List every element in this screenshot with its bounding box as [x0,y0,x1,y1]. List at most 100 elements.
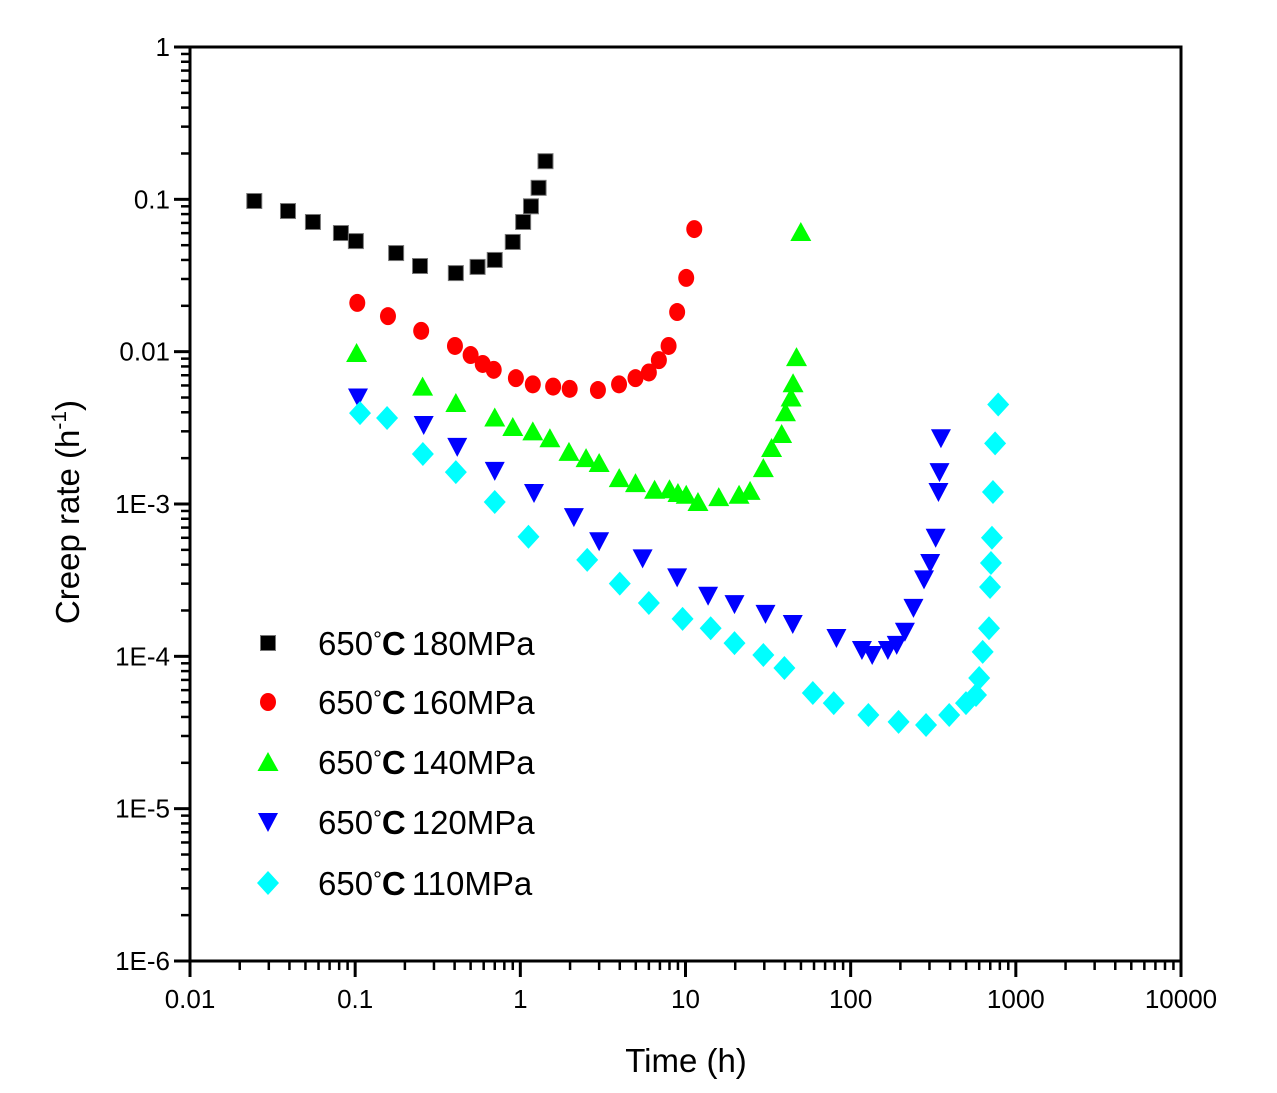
data-point [447,265,464,282]
data-point [914,570,935,590]
data-point [708,487,730,507]
series-120mpa [347,388,951,666]
data-point [349,401,372,426]
legend-degree: ° [373,746,382,771]
data-point [545,377,562,396]
x-tick-label: 10000 [1145,984,1217,1014]
data-point [675,484,697,504]
data-point [979,575,1002,600]
series-180mpa [246,153,554,282]
y-tick-label: 1E-6 [115,946,170,976]
x-axis-ticks [188,47,1183,977]
y-tick-label: 1E-5 [115,794,170,824]
legend-temp: 650 [318,625,373,662]
y-axis-tick-labels: 1 0.1 0.01 1E-3 1E-4 1E-5 1E-6 [115,32,170,976]
legend-item: 650°C 160MPa [260,684,535,721]
y-tick-label: 1E-3 [115,489,170,519]
data-point [279,203,296,220]
data-point [669,303,686,322]
data-point [644,479,666,499]
data-point [347,388,368,408]
y-axis-ticks [174,45,190,963]
y-tick-label: 0.01 [119,337,170,367]
series-160mpa [349,220,703,400]
data-point [347,233,364,250]
legend-label: 650°C 160MPa [318,684,535,721]
legend-degree: ° [373,867,382,892]
data-point [444,460,467,485]
data-point [857,702,880,727]
data-point [886,635,907,655]
data-point [484,461,505,481]
legend-unit: C [382,865,406,902]
data-point [608,468,630,488]
data-point [589,381,606,400]
data-point [558,441,580,461]
x-tick-label: 100 [829,984,872,1014]
data-point [724,595,745,615]
y-axis-title: Creep rate (h-1) [48,400,86,624]
data-point [637,590,660,615]
data-point [524,375,541,394]
legend-temp: 650 [318,865,373,902]
data-point [589,532,610,552]
legend-marker-diamond [257,871,279,895]
data-point [920,553,941,573]
data-point [332,225,349,242]
data-point [968,665,991,690]
data-point [524,484,545,504]
data-point [774,402,796,422]
data-point [413,416,434,436]
data-point [915,713,938,738]
legend-marker-triangle-down [258,813,278,832]
data-point [782,615,803,635]
x-tick-label: 1 [513,984,527,1014]
data-point [588,452,610,472]
data-point [678,268,695,287]
legend-stress: 120MPa [412,804,536,841]
data-point [965,683,988,708]
data-point [739,480,761,500]
data-point [346,343,368,363]
data-point [660,336,677,355]
data-point [650,351,667,370]
y-axis-title-suffix: ) [49,400,86,411]
legend-marker-circle [260,693,276,711]
data-point [608,571,631,596]
data-point [801,681,824,706]
data-point [530,179,547,196]
data-point [411,441,434,466]
legend-stress: 180MPa [412,625,536,662]
data-point [376,405,399,430]
data-point [981,479,1004,504]
data-point [486,251,503,268]
data-point [786,347,808,367]
data-point [563,508,584,528]
legend-temp: 650 [318,744,373,781]
data-point [887,709,910,734]
data-point [984,431,1007,456]
data-point [561,379,578,398]
data-point [537,153,554,170]
data-point [752,643,775,668]
legend-stress: 160MPa [412,684,536,721]
x-axis-title: Time (h) [625,1042,747,1079]
series-110mpa [349,392,1010,738]
data-point [412,376,434,396]
data-point [632,549,653,569]
legend-unit: C [382,625,406,662]
data-point [978,616,1001,641]
data-point [462,346,479,365]
data-point [517,524,540,549]
data-point [971,639,994,664]
data-point [412,258,429,275]
data-point [611,375,628,394]
data-point [938,702,961,727]
x-axis-tick-labels: 0.01 0.1 1 10 100 1000 10000 [165,984,1217,1014]
data-point [446,336,463,355]
data-point [484,407,506,427]
data-point [624,473,646,493]
data-point [822,691,845,716]
data-point [780,387,802,407]
